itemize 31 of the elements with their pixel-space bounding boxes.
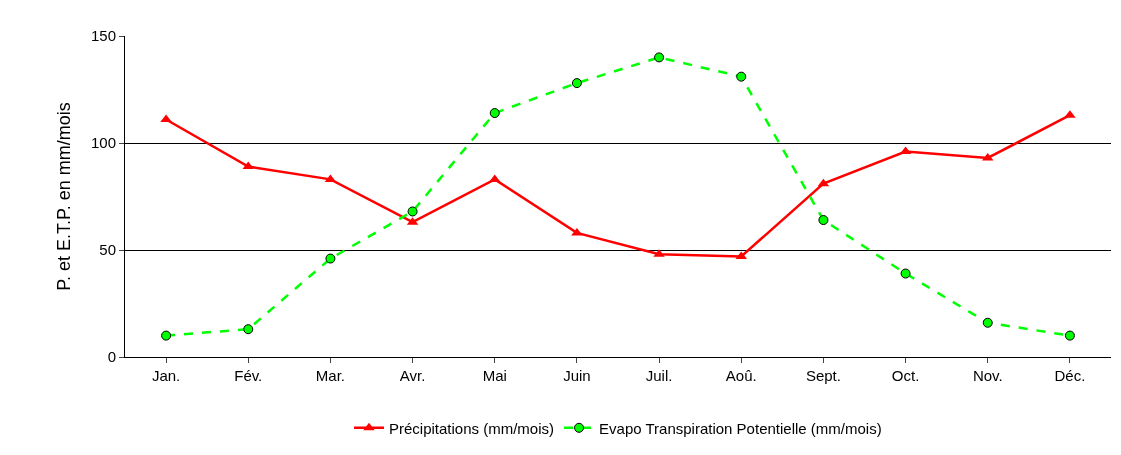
point <box>818 215 829 226</box>
x-tick-label: Avr. <box>399 367 426 384</box>
point <box>1064 330 1075 341</box>
y-tick-label: 100 <box>90 134 116 152</box>
y-tick-label: 0 <box>107 348 116 366</box>
x-tick-label: Mai <box>482 367 507 384</box>
point <box>407 206 418 217</box>
x-tick-label: Juin <box>563 367 591 384</box>
x-tick-label: Sept. <box>805 367 841 384</box>
y-tick-label: 50 <box>99 241 116 259</box>
y-axis-title: P. et E.T.P. en mm/mois <box>54 102 75 291</box>
legend-label: Evapo Transpiration Potentielle (mm/mois) <box>599 419 882 437</box>
x-tick-label: Mar. <box>315 367 346 384</box>
point <box>161 330 172 341</box>
point <box>982 317 993 328</box>
x-tick-label: Juil. <box>645 367 673 384</box>
point <box>900 268 911 279</box>
point <box>654 52 665 63</box>
x-tick-label: Oct. <box>891 367 920 384</box>
point <box>489 108 500 119</box>
x-tick-label: Déc. <box>1054 367 1086 384</box>
x-tick-label: Fév. <box>234 367 263 384</box>
x-tick-label: Aoû. <box>725 367 757 384</box>
point <box>243 324 254 335</box>
y-tick-label: 150 <box>90 27 116 45</box>
point <box>736 71 747 82</box>
x-tick-label: Nov. <box>972 367 1003 384</box>
legend-label: Précipitations (mm/mois) <box>389 419 555 437</box>
point <box>325 253 336 264</box>
x-tick-label: Jan. <box>151 367 181 384</box>
point <box>571 78 582 89</box>
